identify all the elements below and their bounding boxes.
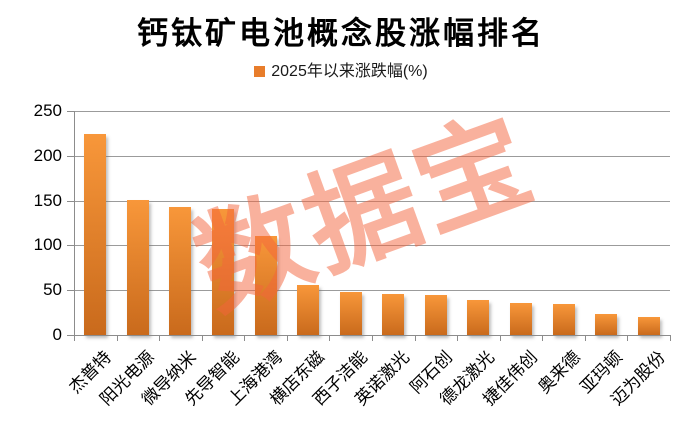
x-axis-tick — [244, 335, 246, 341]
x-axis-tick — [116, 335, 118, 341]
x-axis-tick — [286, 335, 288, 341]
y-axis-tick-label: 50 — [43, 280, 62, 300]
x-axis-tick — [542, 335, 544, 341]
x-axis-tick — [627, 335, 629, 341]
x-axis-tick — [499, 335, 501, 341]
bar — [212, 208, 234, 335]
bar — [126, 199, 149, 335]
y-axis-tick — [67, 111, 74, 112]
bar — [424, 294, 447, 335]
bar — [467, 300, 490, 335]
chart-title: 钙钛矿电池概念股涨幅排名 — [137, 16, 545, 51]
y-axis-tick-label: 100 — [33, 235, 62, 255]
y-axis-tick — [67, 290, 74, 292]
bar — [510, 302, 532, 335]
bar — [169, 206, 192, 335]
gridline — [74, 245, 670, 247]
legend-marker-icon — [254, 66, 266, 77]
x-axis-tick — [372, 335, 373, 341]
y-axis-tick-label: 150 — [33, 190, 62, 210]
gridline — [74, 155, 670, 157]
gridline — [74, 200, 670, 202]
y-axis-tick — [67, 245, 74, 247]
y-axis-tick-label: 250 — [33, 101, 62, 120]
y-axis-tick — [67, 335, 74, 336]
x-axis-tick — [329, 335, 331, 341]
x-axis-tick — [414, 335, 416, 341]
bar — [339, 291, 362, 335]
gridline — [74, 111, 670, 112]
bar — [382, 293, 405, 335]
y-axis-tick-label: 0 — [52, 325, 62, 344]
bar — [552, 303, 575, 335]
x-axis-label-text: 奥来德 — [534, 347, 584, 398]
legend-label: 2025年以来涨跌幅(%) — [271, 63, 428, 80]
x-axis-tick — [457, 335, 459, 341]
x-axis-tick — [201, 335, 203, 341]
x-axis-tick — [584, 335, 586, 341]
y-axis-tick-label: 200 — [33, 145, 62, 165]
x-axis-tick — [159, 335, 161, 341]
bar — [84, 134, 107, 335]
bar — [637, 317, 660, 335]
bar — [297, 284, 320, 335]
x-axis-tick — [74, 335, 75, 341]
y-axis-line — [74, 111, 75, 335]
bar — [595, 314, 618, 335]
y-axis-tick — [67, 200, 74, 202]
y-axis-tick — [67, 155, 74, 157]
x-axis-tick — [670, 335, 671, 341]
legend: 2025年以来涨跌幅(%) — [0, 63, 682, 81]
gridline — [74, 290, 670, 292]
bar — [254, 236, 277, 335]
